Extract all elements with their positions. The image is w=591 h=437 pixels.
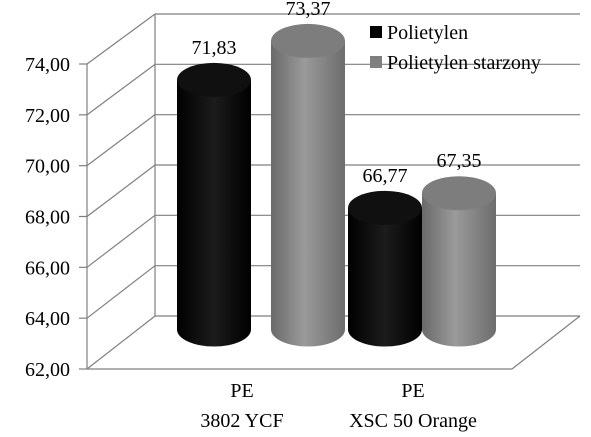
data-label: 67,35 [437,150,482,172]
bar-top [348,190,422,225]
bars [177,23,496,347]
bar-body [271,40,345,347]
y-tick-label: 66,00 [25,257,70,279]
gridline-side [86,315,156,370]
y-tick-label: 74,00 [25,54,70,76]
bar-body [422,193,496,347]
data-labels: 71,83 73,37 66,77 67,35 [192,0,482,187]
data-label: 71,83 [192,37,237,59]
x-tick-label: XSC 50 Orange [349,410,477,432]
x-tick-label: 3802 YCF [200,410,283,432]
gridline-side [86,214,156,268]
legend-entry: Polietylen [387,22,468,44]
bar [348,190,422,347]
bar-top [271,23,345,58]
y-tick-label: 70,00 [25,156,70,178]
bar-body [348,207,422,347]
legend: Polietylen Polietylen starzony [370,22,541,74]
gridline-side [86,164,156,217]
y-tick-label: 64,00 [25,308,70,330]
bar [177,62,251,347]
floor-right-edge [511,315,581,370]
bar [271,23,345,347]
data-label: 73,37 [286,0,331,20]
gridline-side [86,114,156,167]
legend-swatch [370,56,382,68]
legend-swatch [370,26,382,38]
y-axis: 62,00 64,00 66,00 68,00 70,00 72,00 74,00 [25,54,87,381]
gridline-side [86,265,156,319]
gridline-side [86,13,156,65]
bar-body [177,79,251,347]
y-tick-label: 62,00 [25,359,70,381]
bar-top [177,62,251,97]
y-tick-label: 68,00 [25,207,70,229]
x-tick-label: PE [401,380,424,402]
legend-entry: Polietylen starzony [387,52,541,74]
data-label: 66,77 [363,165,408,187]
bar-top [422,176,496,211]
y-tick-label: 72,00 [25,105,70,127]
x-tick-label: PE [230,380,253,402]
gridline-side [86,63,156,116]
x-axis: PE 3802 YCF PE XSC 50 Orange [200,380,477,432]
bar [422,176,496,347]
